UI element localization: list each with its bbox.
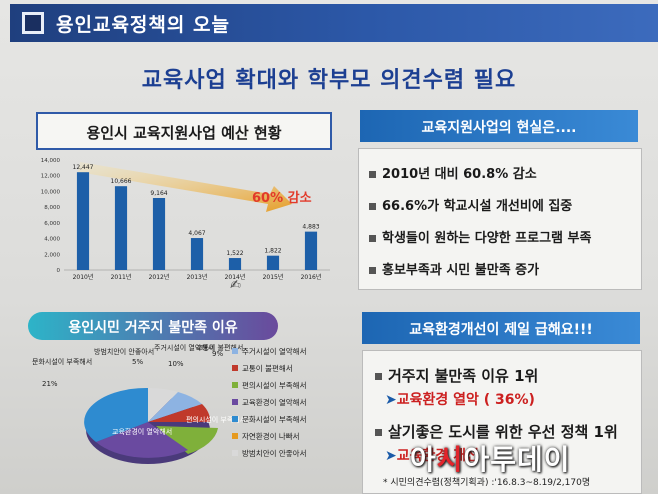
legend-swatch	[232, 399, 238, 405]
pie-slice-housing	[148, 392, 202, 422]
source-note: * 시민의견수렴(정책기획과) :'16.8.3~8.19/2,170명	[383, 478, 591, 488]
list-item: 학생들이 원하는 다양한 프로그램 부족	[369, 227, 591, 246]
env-line1-sub: ➤교육환경 열악 ( 36%)	[385, 392, 535, 408]
pie-callout: 교육환경이 열악해서	[112, 427, 172, 436]
pie-slice-culture	[84, 387, 148, 442]
list-item: 66.6%가 학교시설 개선비에 집중	[369, 195, 572, 214]
x-tick-label: 2011년	[111, 273, 132, 281]
data-label: 9,164	[150, 190, 167, 197]
data-label: 12,447	[73, 164, 94, 171]
pie-panel-title: 용인시민 거주지 불만족 이유	[28, 312, 278, 340]
x-tick-label: 2012년	[149, 273, 170, 281]
decline-arrow	[78, 162, 292, 212]
x-tick-label: 2010년	[73, 273, 94, 281]
data-label: 1,522	[226, 250, 243, 257]
budget-chart: 60% 감소 0 2,000 4,000 6,000 8,000 10,000 12,000…	[30, 152, 340, 292]
env-line2-sub: ➤교육환경 개선	[385, 448, 479, 464]
data-label: 1,822	[264, 248, 281, 255]
bullet-icon	[369, 235, 376, 242]
signature: ✍	[230, 278, 241, 293]
legend-label: 방범치안이 안좋아서	[242, 448, 306, 458]
data-label: 4,883	[302, 224, 319, 231]
list-item: 2010년 대비 60.8% 감소	[369, 163, 537, 182]
pie-callout-pct: 21%	[42, 380, 58, 388]
bullet-icon	[369, 203, 376, 210]
legend-swatch	[232, 382, 238, 388]
pie-callout: 방범치안이 안좋아서	[94, 347, 154, 356]
bullet-icon	[375, 373, 382, 380]
x-tick-label: 2014년	[225, 273, 246, 281]
dissatisfaction-pie: 방범치안이 안좋아서 5% 주거시설이 열악해서 10% 교통이 불편해서 9%…	[28, 342, 348, 492]
legend-label: 편의시설이 부족해서	[242, 380, 306, 390]
bar-2015년	[266, 255, 280, 270]
reality-list: 2010년 대비 60.8% 감소 66.6%가 학교시설 개선비에 집중 학생…	[358, 148, 642, 290]
bar-2010년	[76, 172, 90, 270]
pie-slice-safety	[148, 387, 178, 422]
y-tick-label: 4,000	[44, 237, 60, 243]
headline: 교육사업 확대와 학부모 의견수렴 필요	[141, 68, 517, 93]
legend-label: 교통이 불편해서	[242, 363, 293, 373]
env-line2: 살기좋은 도시를 위한 우선 정책 1위	[375, 421, 618, 442]
legend-swatch	[232, 433, 238, 439]
header-title: 용인교육정책의 오늘	[56, 14, 230, 36]
arrow-icon: ➤	[385, 392, 397, 408]
bar-2011년	[114, 186, 128, 270]
legend-swatch	[232, 450, 238, 456]
pie-callout-pct: 5%	[132, 358, 143, 366]
x-tick-label: 2016년	[301, 273, 322, 281]
budget-chart-svg: 60% 감소 0 2,000 4,000 6,000 8,000 10,000 12,000…	[41, 158, 330, 281]
pie-callout-pct: 10%	[168, 360, 184, 368]
pie-svg: 방범치안이 안좋아서 5% 주거시설이 열악해서 10% 교통이 불편해서 9%…	[32, 343, 306, 464]
y-tick-label: 2,000	[44, 252, 60, 258]
legend-label: 자연환경이 나빠서	[242, 431, 300, 441]
decline-annotation: 60% 감소	[252, 191, 312, 206]
bar-2014년	[228, 258, 242, 270]
pie-slice-education	[96, 422, 188, 458]
bullet-icon	[375, 429, 382, 436]
y-tick-label: 14,000	[41, 158, 61, 164]
data-label: 10,666	[111, 178, 132, 185]
env-panel-title: 교육환경개선이 제일 급해요!!!	[362, 312, 640, 344]
env-panel: 거주지 불만족 이유 1위 ➤교육환경 열악 ( 36%) 살기좋은 도시를 위…	[362, 350, 642, 494]
pie-callout: 편의시설이 부족해서	[186, 415, 246, 424]
budget-panel-title: 용인시 교육지원사업 예산 현황	[36, 112, 332, 150]
legend-swatch	[232, 416, 238, 422]
y-tick-label: 6,000	[44, 221, 60, 227]
legend-label: 문화시설이 부족해서	[242, 414, 306, 424]
reality-panel-title: 교육지원사업의 현실은....	[360, 110, 638, 142]
bar-2012년	[152, 197, 166, 270]
arrow-icon: ➤	[385, 448, 397, 464]
header-bar: 용인교육정책의 오늘	[10, 4, 658, 42]
bullet-icon	[369, 267, 376, 274]
y-tick-label: 10,000	[41, 189, 61, 195]
y-tick-label: 8,000	[44, 205, 60, 211]
bar-2013년	[190, 238, 204, 270]
pie-slice-transport	[148, 404, 211, 422]
legend-label: 주거시설이 열악해서	[242, 346, 306, 356]
pie-callout: 문화시설이 부족해서	[32, 357, 92, 366]
y-tick-label: 12,000	[41, 174, 61, 180]
legend-swatch	[232, 365, 238, 371]
legend-swatch	[232, 348, 238, 354]
pie-slice-convenience	[156, 426, 218, 454]
watermark-logo: 아시아투데이	[410, 443, 571, 476]
pie-callout: 교통이 불편해서	[196, 343, 243, 352]
y-tick-label: 0	[57, 268, 61, 274]
pie-callout: 주거시설이 열악해서	[154, 343, 214, 352]
bar-2016년	[304, 231, 318, 270]
env-line1: 거주지 불만족 이유 1위	[375, 365, 538, 386]
legend-label: 교육환경이 열악해서	[242, 397, 306, 407]
pie-callout-pct: 9%	[212, 350, 223, 358]
bullet-icon	[369, 171, 376, 178]
data-label: 4,067	[188, 230, 205, 237]
x-tick-label: 2013년	[187, 273, 208, 281]
x-tick-label: 2015년	[263, 273, 284, 281]
square-icon	[22, 12, 44, 34]
list-item: 홍보부족과 시민 불만족 증가	[369, 259, 539, 278]
